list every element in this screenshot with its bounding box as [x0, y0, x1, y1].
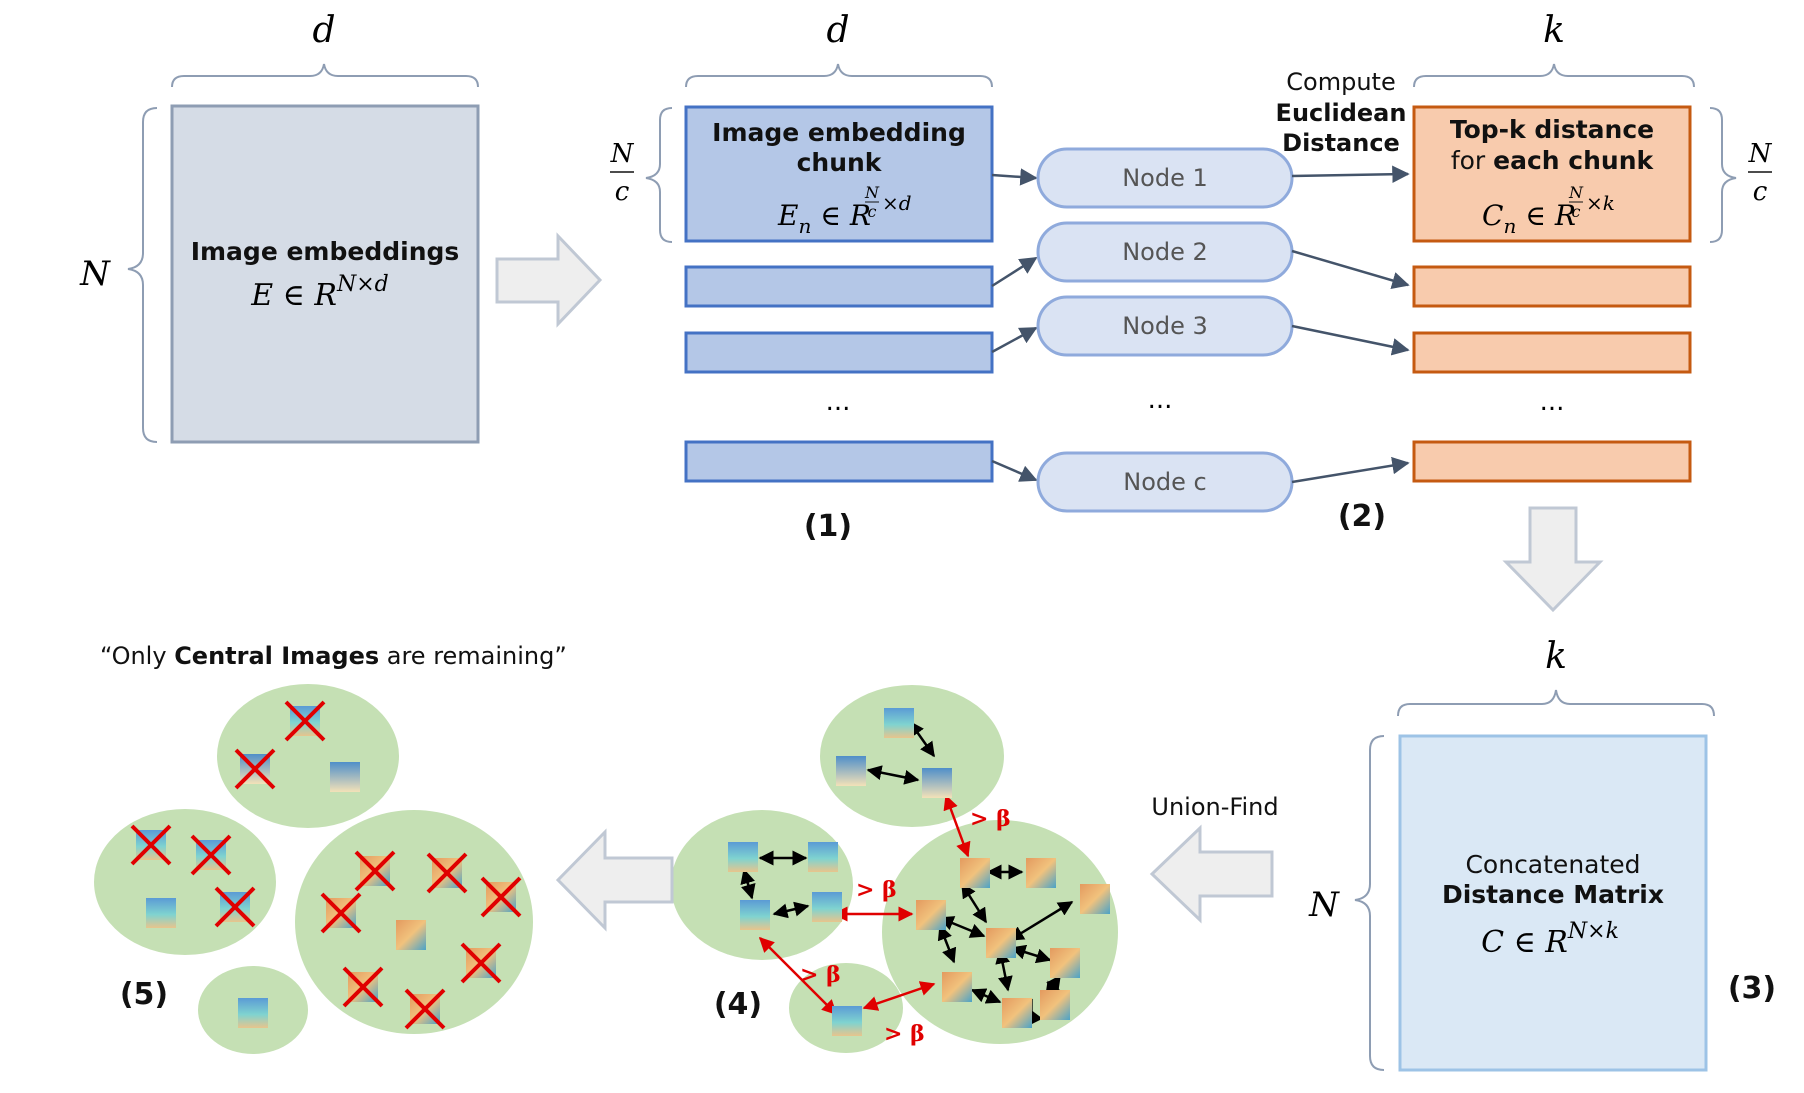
d-brace-left — [171, 63, 479, 88]
nc-den-right: c — [1753, 177, 1768, 207]
chunk-box-1 — [684, 105, 994, 243]
k-brace-matrix — [1397, 689, 1715, 717]
chunk-ellipsis: ... — [826, 387, 851, 417]
topk-title-2: for each chunk — [1451, 146, 1655, 175]
chunk-box-3 — [684, 331, 994, 374]
chunk-sup-num: N — [864, 183, 880, 202]
beta-label-1: > β — [970, 806, 1011, 832]
n-brace-left — [127, 107, 158, 443]
topk-box-2 — [1412, 265, 1692, 308]
chunk-box-2 — [684, 265, 994, 308]
node-3-label: Node 3 — [1122, 312, 1208, 340]
d-label-chunk: d — [826, 10, 849, 51]
d-label-left: d — [312, 10, 335, 51]
filter-arrow — [555, 828, 674, 932]
compute-line1: Compute — [1286, 68, 1395, 96]
nc-brace-left — [645, 107, 673, 243]
chunk-sup-den: c — [868, 202, 877, 221]
embeddings-formula: E ∈ RN×d — [250, 272, 389, 313]
n-brace-matrix — [1354, 735, 1385, 1071]
compute-line2: Euclidean — [1276, 99, 1407, 127]
topk-sup-tail: ×k — [1586, 191, 1615, 215]
step-4-label: (4) — [714, 987, 762, 1022]
embeddings-matrix — [170, 104, 480, 444]
step-5-label: (5) — [120, 977, 168, 1012]
chunk-formula: En ∈ R — [777, 199, 871, 238]
topk-box-1 — [1412, 105, 1692, 243]
k-brace-top — [1413, 63, 1695, 88]
concat-arrow — [1502, 506, 1604, 613]
node-2-label: Node 2 — [1122, 238, 1208, 266]
beta-label-3: > β — [800, 962, 841, 988]
matrix-line2: Distance Matrix — [1442, 880, 1664, 909]
chunk-sup-tail: ×d — [882, 191, 912, 215]
nc-brace-right — [1709, 107, 1737, 243]
beta-label-4: > β — [884, 1021, 925, 1047]
union-find-arrow — [1149, 824, 1274, 924]
cluster-graph-4: > β > β > β > β — [671, 685, 1118, 1053]
matrix-formula: C ∈ RN×k — [1481, 919, 1619, 960]
topk-sup-num: N — [1568, 183, 1584, 202]
node-c-label: Node c — [1123, 468, 1206, 496]
central-images-quote: “Only Central Images are remaining” — [100, 642, 567, 670]
node-1 — [1036, 147, 1294, 209]
topk-box-3 — [1412, 331, 1692, 374]
union-find-label: Union-Find — [1151, 793, 1278, 821]
topk-title-1: Top-k distance — [1450, 115, 1654, 144]
chunk-title-2: chunk — [797, 148, 883, 177]
chunk-box-c — [684, 440, 994, 483]
cluster-graph-5 — [94, 684, 533, 1054]
topk-box-c — [1412, 440, 1692, 483]
topk-formula: Cn ∈ R — [1482, 199, 1576, 238]
step-3-label: (3) — [1728, 971, 1776, 1006]
chunk-title-1: Image embedding — [712, 118, 966, 147]
k-label-matrix: k — [1545, 636, 1567, 677]
matrix-line1: Concatenated — [1465, 850, 1640, 879]
n-label-matrix: N — [1308, 885, 1340, 925]
k-label-top: k — [1543, 10, 1565, 51]
beta-label-2: > β — [856, 877, 897, 903]
embeddings-title: Image embeddings — [191, 237, 460, 266]
nc-num-left: N — [610, 139, 635, 169]
nc-num-right: N — [1748, 139, 1773, 169]
n-label-left: N — [79, 254, 111, 294]
node-1-label: Node 1 — [1122, 164, 1208, 192]
compute-line3: Distance — [1282, 129, 1400, 157]
nc-den-left: c — [615, 177, 630, 207]
topk-ellipsis: ... — [1540, 387, 1565, 417]
d-brace-chunk — [685, 63, 993, 88]
step-2-label: (2) — [1338, 499, 1386, 534]
distance-matrix — [1398, 734, 1708, 1072]
node-ellipsis: ... — [1148, 385, 1173, 415]
topk-sup-den: c — [1572, 202, 1581, 221]
split-arrow — [495, 232, 603, 328]
step-1-label: (1) — [804, 509, 852, 544]
